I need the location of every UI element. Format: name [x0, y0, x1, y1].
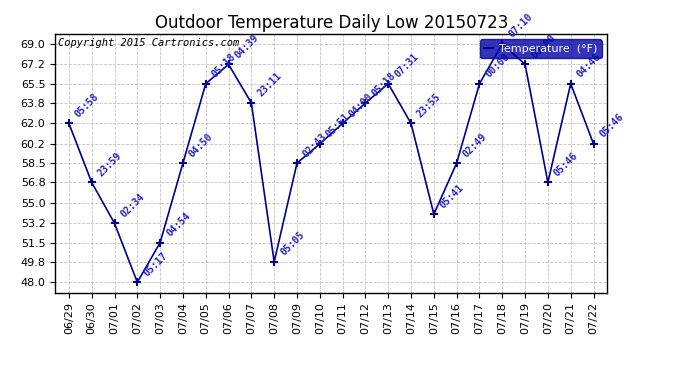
- Text: 04:39: 04:39: [233, 32, 261, 60]
- Text: 07:31: 07:31: [393, 52, 420, 80]
- Text: 04:54: 04:54: [164, 210, 192, 238]
- Legend: Temperature  (°F): Temperature (°F): [480, 39, 602, 58]
- Text: 05:18: 05:18: [370, 71, 397, 99]
- Text: 02:34: 02:34: [119, 191, 146, 219]
- Text: 05:51: 05:51: [324, 112, 352, 140]
- Text: 04:00: 04:00: [347, 92, 375, 119]
- Text: 04:46: 04:46: [575, 52, 602, 80]
- Text: 02:49: 02:49: [461, 131, 489, 159]
- Text: 05:46: 05:46: [598, 112, 626, 140]
- Text: 23:55: 23:55: [415, 92, 443, 119]
- Text: 05:46: 05:46: [552, 150, 580, 178]
- Text: 00:00: 00:00: [484, 52, 511, 80]
- Text: Copyright 2015 Cartronics.com: Copyright 2015 Cartronics.com: [58, 38, 239, 48]
- Text: 23:11: 23:11: [255, 71, 284, 99]
- Text: 00:00: 00:00: [529, 32, 557, 60]
- Text: 05:05: 05:05: [278, 230, 306, 258]
- Title: Outdoor Temperature Daily Low 20150723: Outdoor Temperature Daily Low 20150723: [155, 14, 508, 32]
- Text: 05:18: 05:18: [210, 52, 238, 80]
- Text: 23:59: 23:59: [96, 150, 124, 178]
- Text: 05:17: 05:17: [141, 250, 169, 278]
- Text: 07:10: 07:10: [506, 12, 534, 40]
- Text: 02:43: 02:43: [301, 131, 329, 159]
- Text: 04:50: 04:50: [187, 131, 215, 159]
- Text: 05:41: 05:41: [438, 182, 466, 210]
- Text: 05:58: 05:58: [73, 92, 101, 119]
